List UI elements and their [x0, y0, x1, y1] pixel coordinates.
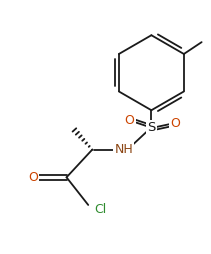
Text: O: O: [125, 114, 135, 126]
Text: NH: NH: [114, 143, 133, 156]
Text: O: O: [170, 117, 180, 130]
Text: S: S: [147, 121, 156, 134]
Text: Cl: Cl: [94, 203, 106, 216]
Text: O: O: [28, 171, 38, 184]
